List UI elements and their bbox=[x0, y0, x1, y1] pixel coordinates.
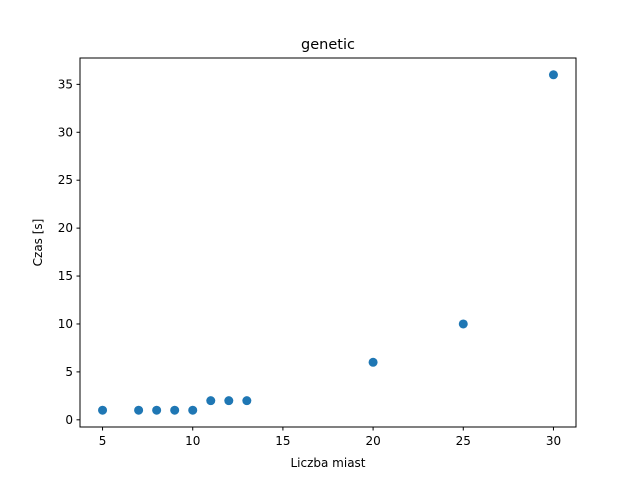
x-tick-label: 25 bbox=[456, 434, 471, 448]
y-tick-label: 20 bbox=[58, 221, 73, 235]
axes-background bbox=[80, 58, 576, 427]
chart-title: genetic bbox=[301, 37, 355, 53]
x-tick-label: 15 bbox=[275, 434, 290, 448]
data-point bbox=[224, 396, 234, 406]
x-tick-label: 20 bbox=[365, 434, 380, 448]
y-tick-label: 35 bbox=[58, 77, 73, 91]
data-point bbox=[242, 396, 252, 406]
y-tick-label: 0 bbox=[65, 413, 73, 427]
x-tick-label: 5 bbox=[99, 434, 107, 448]
x-tick-label: 10 bbox=[185, 434, 200, 448]
y-tick-label: 30 bbox=[58, 125, 73, 139]
data-point bbox=[458, 319, 468, 329]
data-point bbox=[152, 405, 162, 415]
y-tick-label: 10 bbox=[58, 317, 73, 331]
plot-area bbox=[80, 58, 576, 427]
y-tick-label: 15 bbox=[58, 269, 73, 283]
y-tick-label: 25 bbox=[58, 173, 73, 187]
y-axis-label: Czas [s] bbox=[31, 219, 45, 267]
data-point bbox=[548, 70, 558, 80]
axes-frame bbox=[79, 57, 577, 428]
y-axis-ticks: 0 5 10 15 20 25 30 35 bbox=[58, 77, 80, 427]
x-tick-label: 30 bbox=[546, 434, 561, 448]
x-axis-ticks: 5 10 15 20 25 30 bbox=[99, 427, 561, 448]
data-points bbox=[98, 70, 558, 415]
data-point bbox=[134, 405, 144, 415]
data-point bbox=[170, 405, 180, 415]
data-point bbox=[368, 357, 378, 367]
data-point bbox=[98, 405, 108, 415]
data-point bbox=[206, 396, 216, 406]
y-tick-label: 5 bbox=[65, 365, 73, 379]
x-axis-label: Liczba miast bbox=[290, 456, 365, 470]
data-point bbox=[188, 405, 198, 415]
